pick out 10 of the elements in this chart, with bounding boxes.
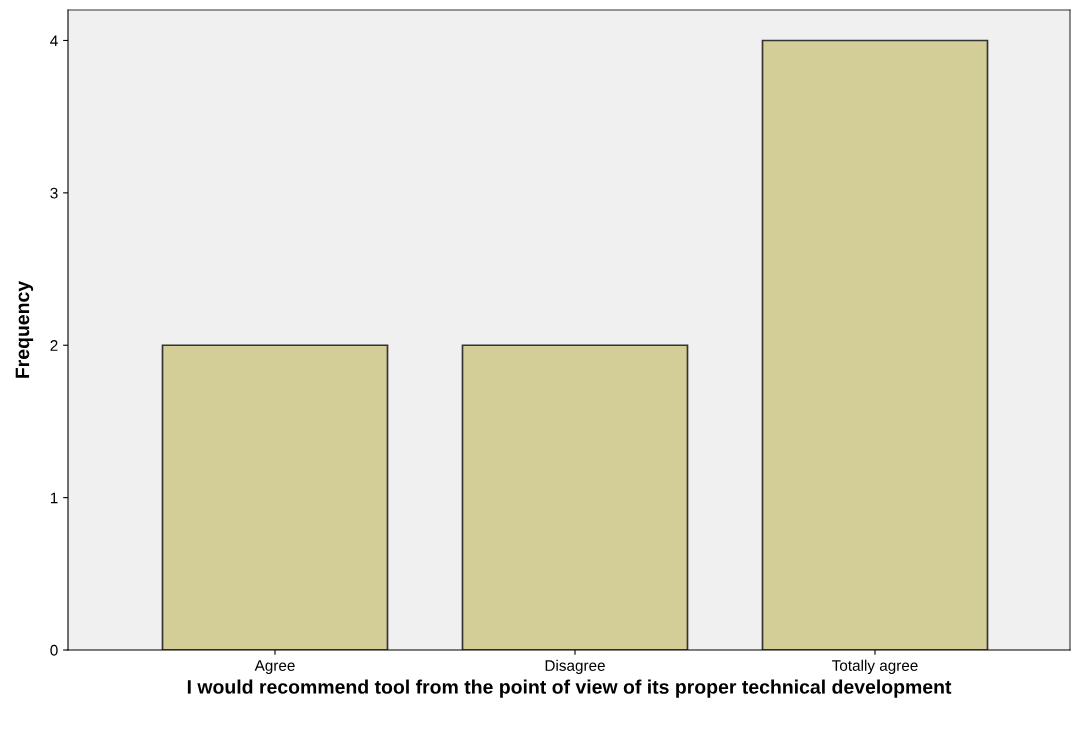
x-tick-label: Disagree bbox=[545, 659, 605, 674]
x-tick-label: Agree bbox=[254, 660, 295, 674]
y-tick-label: 3 bbox=[50, 187, 58, 199]
y-tick-label: 0 bbox=[50, 644, 58, 656]
y-tick-label: 4 bbox=[50, 35, 58, 47]
x-tick-label: Totally agree bbox=[832, 659, 918, 674]
y-tick-label: 1 bbox=[50, 492, 58, 504]
x-axis-title: I would recommend tool from the point of view of its proper technical development bbox=[187, 679, 952, 698]
y-axis-title: Frequency bbox=[15, 280, 34, 378]
y-tick-label: 2 bbox=[50, 340, 58, 351]
